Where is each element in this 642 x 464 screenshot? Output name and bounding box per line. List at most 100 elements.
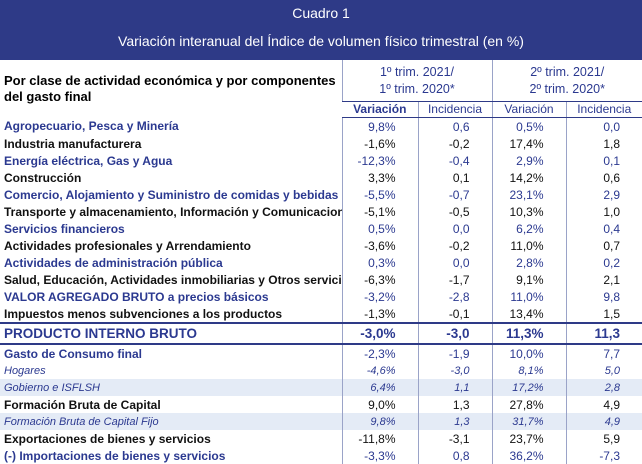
row-label: Energía eléctrica, Gas y Agua bbox=[0, 152, 342, 169]
subheader: Incidencia bbox=[566, 102, 642, 118]
subheader: Variación bbox=[342, 102, 418, 118]
period-header: 1º trim. 2021/1º trim. 2020* bbox=[342, 60, 492, 102]
value-cell: -0,1 bbox=[418, 305, 492, 323]
value-cell: 1,5 bbox=[566, 305, 642, 323]
value-cell: 9,8 bbox=[566, 288, 642, 305]
value-cell: 0,6 bbox=[566, 169, 642, 186]
value-cell: 27,8% bbox=[492, 396, 566, 413]
value-cell: -0,2 bbox=[418, 237, 492, 254]
value-cell: 5,0 bbox=[566, 362, 642, 379]
value-cell: 14,2% bbox=[492, 169, 566, 186]
row-label: (-) Importaciones de bienes y servicios bbox=[0, 447, 342, 464]
value-cell: 11,0% bbox=[492, 288, 566, 305]
subheader: Variación bbox=[492, 102, 566, 118]
row-label: Transporte y almacenamiento, Información… bbox=[0, 203, 342, 220]
row-label: Impuestos menos subvenciones a los produ… bbox=[0, 305, 342, 323]
row-label: Hogares bbox=[0, 362, 342, 379]
value-cell: -1,7 bbox=[418, 271, 492, 288]
value-cell: 11,3% bbox=[492, 323, 566, 344]
data-row: Salud, Educación, Actividades inmobiliar… bbox=[0, 271, 642, 288]
value-cell: -5,1% bbox=[342, 203, 418, 220]
data-table: Por clase de actividad económica y por c… bbox=[0, 60, 642, 464]
value-cell: 8,1% bbox=[492, 362, 566, 379]
value-cell: 17,2% bbox=[492, 379, 566, 396]
value-cell: -3,0% bbox=[342, 323, 418, 344]
value-cell: -0,2 bbox=[418, 135, 492, 152]
row-label: Gasto de Consumo final bbox=[0, 344, 342, 362]
value-cell: -1,3% bbox=[342, 305, 418, 323]
value-cell: 2,9 bbox=[566, 186, 642, 203]
value-cell: 2,8% bbox=[492, 254, 566, 271]
header-row: Por clase de actividad económica y por c… bbox=[0, 60, 642, 102]
data-row: Impuestos menos subvenciones a los produ… bbox=[0, 305, 642, 323]
row-label: VALOR AGREGADO BRUTO a precios básicos bbox=[0, 288, 342, 305]
table-title: Variación interanual del Índice de volum… bbox=[0, 27, 642, 49]
value-cell: 9,8% bbox=[342, 118, 418, 136]
value-cell: 0,0 bbox=[566, 118, 642, 136]
value-cell: 9,0% bbox=[342, 396, 418, 413]
row-header: Por clase de actividad económica y por c… bbox=[0, 60, 342, 118]
row-label: Formación Bruta de Capital bbox=[0, 396, 342, 413]
value-cell: 0,6 bbox=[418, 118, 492, 136]
value-cell: -3,0 bbox=[418, 323, 492, 344]
value-cell: 3,3% bbox=[342, 169, 418, 186]
value-cell: -1,9 bbox=[418, 344, 492, 362]
value-cell: 1,8 bbox=[566, 135, 642, 152]
value-cell: -3,2% bbox=[342, 288, 418, 305]
value-cell: 0,2 bbox=[566, 254, 642, 271]
value-cell: -1,6% bbox=[342, 135, 418, 152]
value-cell: 1,3 bbox=[418, 413, 492, 430]
row-label: Formación Bruta de Capital Fijo bbox=[0, 413, 342, 430]
data-row: Actividades profesionales y Arrendamient… bbox=[0, 237, 642, 254]
value-cell: 13,4% bbox=[492, 305, 566, 323]
row-label: Construcción bbox=[0, 169, 342, 186]
row-label: Gobierno e ISFLSH bbox=[0, 379, 342, 396]
row-label: Comercio, Alojamiento y Suministro de co… bbox=[0, 186, 342, 203]
value-cell: 0,3% bbox=[342, 254, 418, 271]
value-cell: 2,8 bbox=[566, 379, 642, 396]
value-cell: 10,3% bbox=[492, 203, 566, 220]
value-cell: 9,1% bbox=[492, 271, 566, 288]
value-cell: -3,3% bbox=[342, 447, 418, 464]
value-cell: 0,0 bbox=[418, 220, 492, 237]
row-label: Salud, Educación, Actividades inmobiliar… bbox=[0, 271, 342, 288]
value-cell: -4,6% bbox=[342, 362, 418, 379]
value-cell: 2,1 bbox=[566, 271, 642, 288]
data-row: Exportaciones de bienes y servicios-11,8… bbox=[0, 430, 642, 447]
value-cell: 7,7 bbox=[566, 344, 642, 362]
value-cell: -12,3% bbox=[342, 152, 418, 169]
value-cell: 6,2% bbox=[492, 220, 566, 237]
value-cell: 10,0% bbox=[492, 344, 566, 362]
value-cell: 0,1 bbox=[566, 152, 642, 169]
value-cell: 0,1 bbox=[418, 169, 492, 186]
row-label: Actividades profesionales y Arrendamient… bbox=[0, 237, 342, 254]
value-cell: 9,8% bbox=[342, 413, 418, 430]
period-header: 2º trim. 2021/2º trim. 2020* bbox=[492, 60, 642, 102]
value-cell: 0,5% bbox=[492, 118, 566, 136]
data-row: VALOR AGREGADO BRUTO a precios básicos-3… bbox=[0, 288, 642, 305]
value-cell: 5,9 bbox=[566, 430, 642, 447]
row-label: Agropecuario, Pesca y Minería bbox=[0, 118, 342, 136]
value-cell: -5,5% bbox=[342, 186, 418, 203]
table-head: Por clase de actividad económica y por c… bbox=[0, 60, 642, 118]
row-label: Industria manufacturera bbox=[0, 135, 342, 152]
value-cell: 17,4% bbox=[492, 135, 566, 152]
value-cell: -3,6% bbox=[342, 237, 418, 254]
value-cell: 4,9 bbox=[566, 413, 642, 430]
value-cell: 36,2% bbox=[492, 447, 566, 464]
value-cell: 23,7% bbox=[492, 430, 566, 447]
period-line: 1º trim. 2020* bbox=[347, 81, 488, 98]
data-row: Comercio, Alojamiento y Suministro de co… bbox=[0, 186, 642, 203]
value-cell: 4,9 bbox=[566, 396, 642, 413]
value-cell: -6,3% bbox=[342, 271, 418, 288]
data-row: (-) Importaciones de bienes y servicios-… bbox=[0, 447, 642, 464]
value-cell: -2,3% bbox=[342, 344, 418, 362]
value-cell: 11,3 bbox=[566, 323, 642, 344]
data-row: Transporte y almacenamiento, Información… bbox=[0, 203, 642, 220]
